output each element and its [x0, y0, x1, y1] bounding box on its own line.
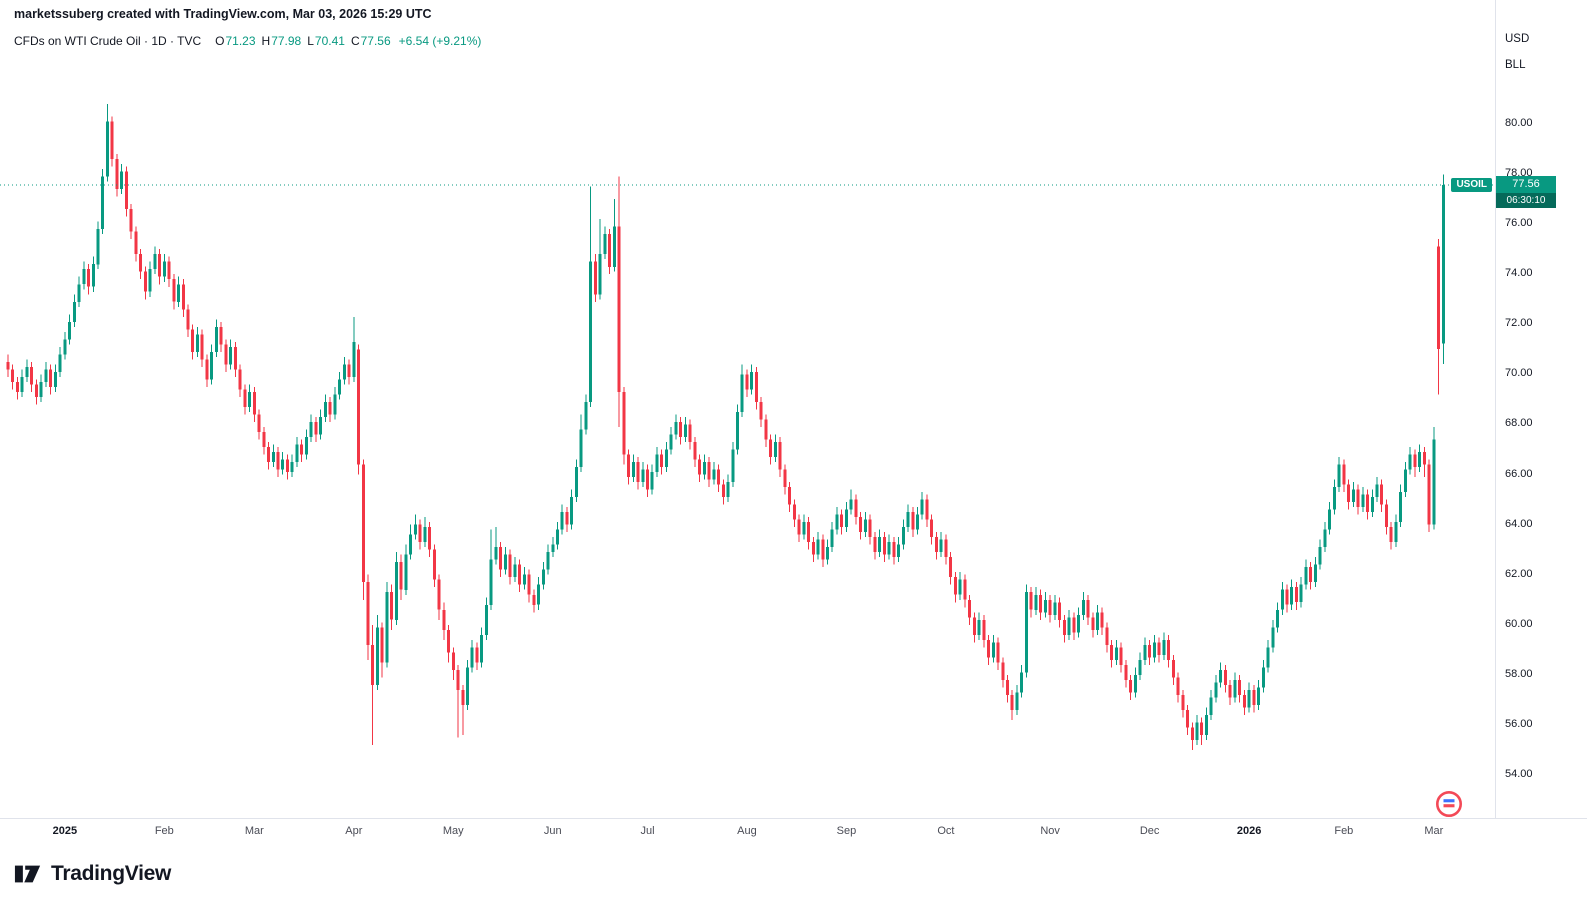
time-axis-label: Mar	[244, 825, 264, 837]
time-axis[interactable]: 2025 Feb Mar Apr May Jun Jul Aug Sep Oct Nov Dec 202…	[0, 818, 1587, 849]
price-axis-label: 70.00	[1505, 367, 1533, 380]
price-axis[interactable]: USD BLL 80.00 78.00 76.00 74.00 72.00 70.00 68…	[1495, 0, 1587, 818]
time-axis-label: Jun	[543, 825, 562, 837]
tradingview-logo-icon	[14, 865, 41, 883]
price-axis-label: 66.00	[1505, 467, 1533, 480]
ohlc-low-value: 70.41	[314, 34, 345, 48]
currency-button[interactable]: USD	[1505, 33, 1530, 45]
price-axis-label: 60.00	[1505, 617, 1533, 630]
time-axis-label: Feb	[1334, 825, 1354, 837]
bar-countdown-badge: 06:30:10	[1496, 193, 1556, 209]
ohlc-close-value: 77.56	[360, 34, 391, 48]
ohlc-open-label: O	[215, 34, 225, 48]
symbol-price-flag: USOIL	[1451, 178, 1492, 193]
price-axis-label: 62.00	[1505, 567, 1533, 580]
price-axis-label: 76.00	[1505, 217, 1533, 230]
time-axis-label: Jul	[640, 825, 655, 837]
price-axis-label: 54.00	[1505, 768, 1533, 781]
price-axis-label: 74.00	[1505, 267, 1533, 280]
price-axis-label: 58.00	[1505, 667, 1533, 680]
price-axis-label: 80.00	[1505, 117, 1533, 129]
time-axis-label: Mar	[1424, 825, 1444, 837]
time-axis-label: Apr	[345, 825, 363, 837]
price-axis-label: 64.00	[1505, 517, 1533, 530]
ohlc-open-value: 71.23	[225, 34, 256, 48]
price-axis-label: 68.00	[1505, 417, 1533, 430]
ohlc-change-value: +6.54 (+9.21%)	[398, 34, 482, 48]
tradingview-logo-text: TradingView	[51, 862, 172, 885]
symbol-title: CFDs on WTI Crude Oil · 1D · TVC	[14, 34, 202, 48]
ohlc-close-label: C	[350, 34, 360, 48]
data-provider-logo-icon	[1436, 791, 1462, 817]
candlestick-chart	[0, 104, 1495, 750]
unit-button[interactable]: BLL	[1505, 58, 1526, 71]
time-axis-label: Sep	[836, 825, 857, 837]
ohlc-low-label: L	[307, 34, 314, 48]
time-axis-label: Aug	[737, 825, 757, 837]
current-price-badge: 77.56	[1496, 176, 1556, 194]
chart-plot-area[interactable]	[0, 0, 1495, 818]
time-axis-label: 2025	[52, 825, 78, 837]
time-axis-label: Feb	[154, 825, 174, 837]
time-axis-label: May	[442, 825, 464, 837]
time-axis-label: Dec	[1139, 825, 1160, 837]
price-axis-label: 72.00	[1505, 317, 1533, 330]
price-axis-unit-toggle: USD BLL	[1505, 33, 1530, 85]
time-axis-label: Oct	[937, 825, 955, 837]
ohlc-high-value: 77.98	[271, 34, 302, 48]
price-axis-label: 78.00	[1505, 167, 1533, 180]
attribution-text: marketssuberg created with TradingView.c…	[14, 7, 432, 21]
ohlc-high-label: H	[261, 34, 271, 48]
tradingview-logo[interactable]: TradingView	[14, 860, 171, 888]
time-axis-label: Nov	[1040, 825, 1060, 837]
price-axis-label: 56.00	[1505, 717, 1533, 730]
time-axis-label: 2026	[1236, 825, 1262, 837]
symbol-legend[interactable]: CFDs on WTI Crude Oil · 1D · TVC O71.23 H7…	[14, 34, 481, 48]
